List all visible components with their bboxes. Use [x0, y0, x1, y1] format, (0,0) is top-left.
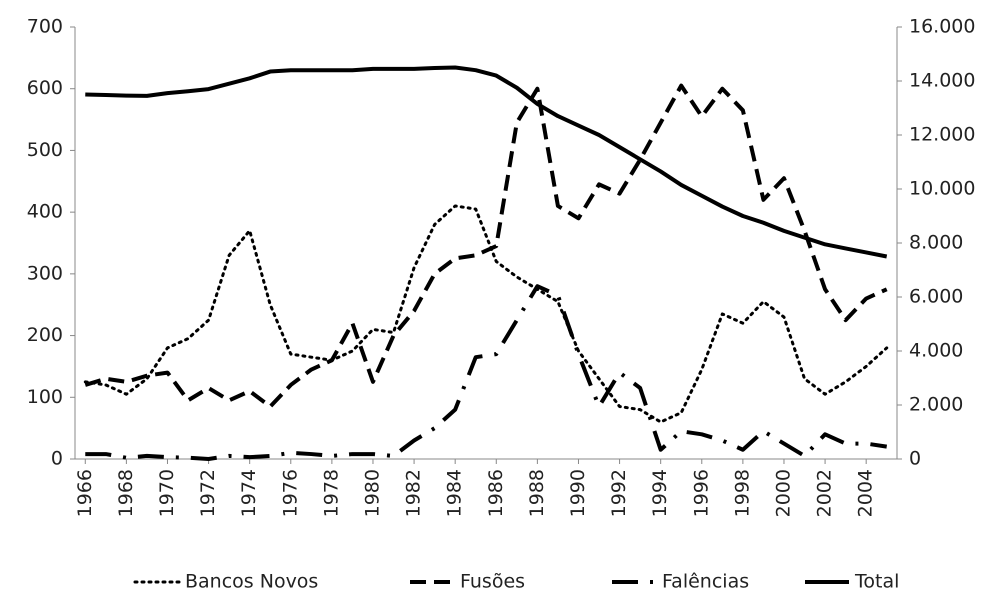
legend-label: Total	[854, 571, 899, 593]
x-tick-label: 1984	[444, 469, 466, 517]
y2-tick-label: 4.000	[909, 340, 963, 362]
y2-tick-label: 2.000	[909, 394, 963, 416]
x-tick-label: 1980	[361, 469, 383, 517]
x-tick-label: 2004	[855, 469, 877, 517]
y-tick-label: 600	[27, 77, 63, 99]
x-tick-label: 1974	[238, 469, 260, 517]
x-tick-label: 2002	[814, 469, 836, 517]
y2-tick-label: 8.000	[909, 232, 963, 254]
y-tick-label: 200	[27, 324, 63, 346]
legend-label: Fusões	[460, 571, 525, 593]
y2-tick-label: 12.000	[909, 124, 975, 146]
x-tick-label: 1994	[649, 469, 671, 517]
y-tick-label: 0	[51, 448, 63, 470]
x-tick-label: 2000	[772, 469, 794, 517]
y2-tick-label: 14.000	[909, 70, 975, 92]
x-tick-label: 1992	[608, 469, 630, 517]
y2-tick-label: 10.000	[909, 178, 975, 200]
y-tick-label: 300	[27, 262, 63, 284]
y-tick-label: 500	[27, 139, 63, 161]
series-line	[83, 204, 889, 424]
x-tick-label: 1978	[320, 469, 342, 517]
x-tick-label: 1970	[156, 469, 178, 517]
x-tick-label: 1986	[485, 469, 507, 517]
series-line	[85, 65, 888, 259]
y2-tick-label: 6.000	[909, 286, 963, 308]
x-tick-label: 1968	[115, 469, 137, 517]
x-tick-label: 1998	[731, 469, 753, 517]
x-tick-label: 1972	[197, 469, 219, 517]
x-tick-label: 1996	[690, 469, 712, 517]
legend-label: Bancos Novos	[185, 571, 318, 593]
x-tick-label: 1966	[74, 469, 96, 517]
y2-tick-label: 16.000	[909, 16, 975, 38]
series-line	[85, 284, 888, 461]
legend-label: Falências	[662, 571, 749, 593]
series-line	[84, 83, 888, 409]
y-tick-label: 100	[27, 386, 63, 408]
x-tick-label: 1990	[567, 469, 589, 517]
x-tick-label: 1988	[526, 469, 548, 517]
y-tick-label: 400	[27, 201, 63, 223]
y-tick-label: 700	[27, 16, 63, 38]
y2-tick-label: 0	[909, 448, 921, 470]
x-tick-label: 1982	[403, 469, 425, 517]
x-tick-label: 1976	[279, 469, 301, 517]
